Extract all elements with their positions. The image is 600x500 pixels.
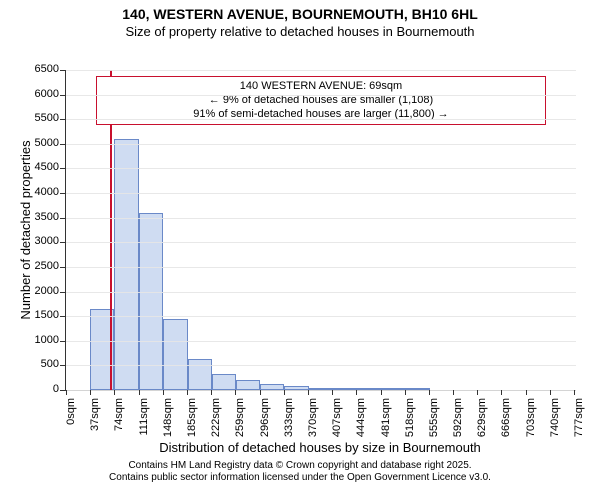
- x-tick: [308, 390, 309, 395]
- footer-line-1: Contains HM Land Registry data © Crown c…: [0, 460, 600, 472]
- x-tick-label: 407sqm: [331, 398, 343, 448]
- x-tick-label: 259sqm: [234, 398, 246, 448]
- y-tick-label: 500: [41, 358, 59, 370]
- chart-subtitle: Size of property relative to detached ho…: [0, 24, 600, 39]
- x-tick: [260, 390, 261, 395]
- x-tick: [163, 390, 164, 395]
- footer-line-2: Contains public sector information licen…: [0, 472, 600, 484]
- chart-title: 140, WESTERN AVENUE, BOURNEMOUTH, BH10 6…: [0, 6, 600, 22]
- x-tick: [187, 390, 188, 395]
- x-tick-label: 222sqm: [210, 398, 222, 448]
- x-tick: [114, 390, 115, 395]
- x-tick: [139, 390, 140, 395]
- x-tick-label: 555sqm: [428, 398, 440, 448]
- histogram-bar: [139, 213, 163, 390]
- x-tick-label: 37sqm: [89, 398, 101, 448]
- x-tick: [66, 390, 67, 395]
- x-tick-label: 518sqm: [404, 398, 416, 448]
- x-tick: [332, 390, 333, 395]
- y-tick-label: 0: [53, 383, 59, 395]
- annotation-line-1: 140 WESTERN AVENUE: 69sqm: [103, 80, 539, 94]
- chart-footer: Contains HM Land Registry data © Crown c…: [0, 460, 600, 484]
- y-tick-label: 2000: [35, 285, 59, 297]
- x-tick-label: 481sqm: [380, 398, 392, 448]
- x-tick-label: 0sqm: [65, 398, 77, 448]
- x-tick: [284, 390, 285, 395]
- histogram-bar: [212, 374, 236, 390]
- x-tick: [381, 390, 382, 395]
- x-tick-label: 592sqm: [452, 398, 464, 448]
- y-tick-label: 5500: [35, 112, 59, 124]
- y-tick-label: 4500: [35, 161, 59, 173]
- annotation-line-2: ← 9% of detached houses are smaller (1,1…: [103, 94, 539, 108]
- x-tick: [501, 390, 502, 395]
- y-tick-label: 3500: [35, 211, 59, 223]
- histogram-bar: [236, 380, 260, 390]
- x-tick-label: 444sqm: [355, 398, 367, 448]
- y-tick-label: 1500: [35, 309, 59, 321]
- y-tick-label: 4000: [35, 186, 59, 198]
- x-tick: [526, 390, 527, 395]
- annotation-box: 140 WESTERN AVENUE: 69sqm ← 9% of detach…: [96, 76, 546, 125]
- y-tick-label: 6500: [35, 63, 59, 75]
- x-tick: [477, 390, 478, 395]
- chart-container: { "title": "140, WESTERN AVENUE, BOURNEM…: [0, 0, 600, 500]
- x-tick-label: 148sqm: [162, 398, 174, 448]
- x-tick: [211, 390, 212, 395]
- histogram-bar: [114, 139, 138, 390]
- x-tick-label: 703sqm: [525, 398, 537, 448]
- x-tick-label: 777sqm: [573, 398, 585, 448]
- x-tick: [235, 390, 236, 395]
- x-tick: [405, 390, 406, 395]
- x-tick: [550, 390, 551, 395]
- x-tick-label: 111sqm: [138, 398, 150, 448]
- x-tick-label: 74sqm: [113, 398, 125, 448]
- x-tick: [90, 390, 91, 395]
- x-tick: [356, 390, 357, 395]
- y-tick-label: 1000: [35, 334, 59, 346]
- y-tick-label: 2500: [35, 260, 59, 272]
- x-tick-label: 666sqm: [500, 398, 512, 448]
- histogram-bar: [188, 359, 212, 390]
- x-tick: [429, 390, 430, 395]
- y-tick-label: 3000: [35, 235, 59, 247]
- histogram-bar: [163, 319, 187, 390]
- y-tick-label: 5000: [35, 137, 59, 149]
- y-axis-label: Number of detached properties: [18, 70, 33, 390]
- x-tick-label: 370sqm: [307, 398, 319, 448]
- x-tick: [574, 390, 575, 395]
- x-tick-label: 185sqm: [186, 398, 198, 448]
- x-tick-label: 296sqm: [259, 398, 271, 448]
- x-tick: [453, 390, 454, 395]
- x-tick-label: 629sqm: [476, 398, 488, 448]
- x-tick-label: 333sqm: [283, 398, 295, 448]
- plot-area: 140 WESTERN AVENUE: 69sqm ← 9% of detach…: [65, 70, 576, 391]
- x-tick-label: 740sqm: [549, 398, 561, 448]
- y-tick-label: 6000: [35, 88, 59, 100]
